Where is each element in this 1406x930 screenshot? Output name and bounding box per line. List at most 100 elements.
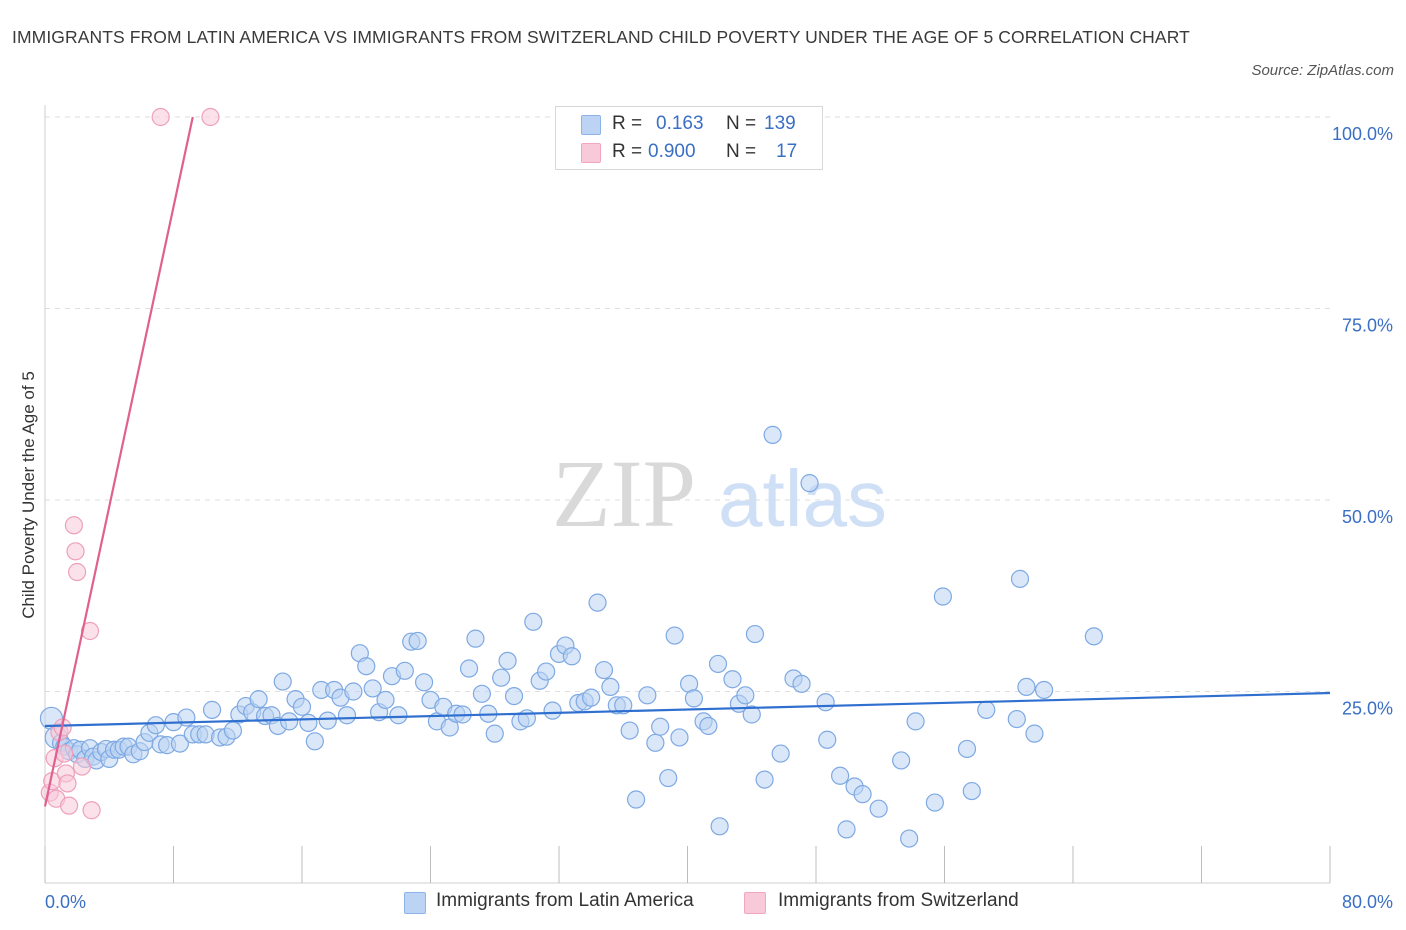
point-latin-america [763,425,782,444]
legend-swatch-latin-america [404,892,426,914]
point-latin-america [742,705,761,724]
point-latin-america [659,768,678,788]
point-latin-america [745,624,765,644]
point-latin-america [900,829,919,848]
point-latin-america [492,668,511,687]
legend-label-switzerland: Immigrants from Switzerland [778,890,1019,911]
point-latin-america [755,770,774,789]
point-latin-america [925,793,944,812]
point-latin-america [906,712,925,731]
point-latin-america [280,712,299,731]
point-latin-america [517,709,536,728]
point-latin-america [869,799,888,818]
point-latin-america [792,674,811,693]
point-latin-america [699,716,718,736]
point-latin-america [601,677,620,697]
point-latin-america [524,612,543,631]
legend-swatch-switzerland [581,143,601,163]
point-latin-america [588,593,607,612]
point-switzerland [201,107,220,127]
point-latin-america [638,686,657,705]
point-switzerland [82,801,101,820]
point-latin-america [543,701,562,720]
point-latin-america [305,732,324,751]
point-latin-america [1007,709,1026,729]
legend-n-value: 139 [764,113,796,134]
y-tick-labels: 25.0% 50.0% 75.0% 100.0% [1332,124,1393,719]
watermark-atlas: atlas [718,454,887,543]
point-latin-america [389,706,408,725]
point-latin-america [376,690,395,710]
point-latin-america [223,721,243,740]
legend-n-label: N = [726,141,757,162]
point-latin-america [485,724,504,743]
point-latin-america [363,679,382,698]
legend-swatch-latin-america [581,115,601,135]
point-latin-america [498,651,517,670]
point-latin-america [537,662,556,681]
point-latin-america [665,626,684,645]
point-latin-america [466,629,485,648]
point-latin-america [710,817,729,836]
point-latin-america [957,739,977,759]
point-latin-america [670,728,689,747]
legend-n-value: 17 [776,141,798,162]
point-latin-america [472,684,491,703]
point-latin-america [344,682,363,701]
point-latin-america [837,820,856,839]
y-axis-label: Child Poverty Under the Age of 5 [19,371,38,619]
point-latin-america [853,785,872,804]
point-latin-america [562,647,581,666]
point-latin-america [830,766,850,785]
x-tick-label: 0.0% [45,892,86,912]
trend-lines [43,116,1331,807]
point-switzerland [72,757,92,776]
point-latin-america [337,706,357,725]
point-latin-america [892,751,911,770]
point-latin-america [292,697,312,716]
point-latin-america [620,721,639,740]
point-latin-america [736,686,755,705]
legend-r-value: 0.900 [648,141,696,162]
point-latin-america [651,717,670,736]
point-latin-america [626,790,646,809]
point-latin-america [318,711,337,730]
point-latin-america [614,696,633,715]
point-switzerland [80,621,100,641]
point-latin-america [357,657,376,676]
trend-line-switzerland [43,116,194,807]
point-latin-america [582,688,601,707]
point-switzerland [151,107,170,127]
point-latin-america [459,659,479,678]
y-tick-label: 25.0% [1342,699,1393,719]
point-latin-america [708,654,728,674]
legend-row-switzerland: R = 0.900 N = 17 [556,138,822,166]
point-latin-america [202,700,222,719]
point-latin-america [414,673,434,692]
chart-title: IMMIGRANTS FROM LATIN AMERICA VS IMMIGRA… [12,27,1190,47]
x-tick-label: 80.0% [1342,892,1393,912]
legend-r-label: R = [612,141,643,162]
point-latin-america [800,474,819,493]
legend-row-latin-america: R = 0.163 N = 139 [556,110,822,138]
point-latin-america [395,661,414,680]
point-latin-america [723,670,742,689]
y-tick-label: 100.0% [1332,124,1393,144]
point-switzerland [58,774,77,793]
point-latin-america [1010,569,1030,588]
source-credit: Source: ZipAtlas.com [1251,62,1394,79]
point-latin-america [504,686,524,706]
point-latin-america [1025,724,1044,743]
point-switzerland [59,796,79,815]
x-tick-labels: 0.0% 80.0% [45,892,1393,912]
point-latin-america [146,716,165,735]
point-switzerland [66,542,85,561]
trend-line-latin-america [44,691,1331,728]
legend-r-label: R = [612,113,643,134]
point-latin-america [1084,627,1103,646]
axes [44,105,1331,884]
point-latin-america [249,690,268,709]
point-latin-america [962,781,981,801]
point-latin-america [408,631,427,651]
y-tick-label: 75.0% [1342,316,1393,336]
